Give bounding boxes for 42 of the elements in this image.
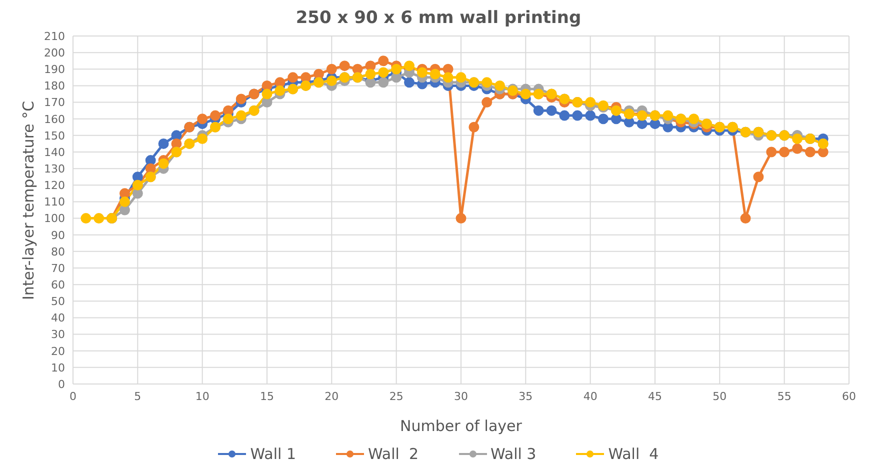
x-tick-label: 40	[583, 390, 598, 403]
y-tick-label: 30	[51, 328, 65, 342]
x-tick-label: 35	[518, 390, 533, 403]
y-tick-label: 150	[44, 129, 65, 142]
y-tick-label: 50	[51, 295, 65, 308]
y-tick-label: 0	[58, 378, 65, 391]
x-tick-label: 45	[648, 390, 662, 403]
x-tick-label: 55	[777, 390, 792, 403]
y-tick-label: 200	[44, 46, 65, 60]
x-axis-title: Number of layer	[400, 417, 523, 435]
x-tick-label: 60	[842, 390, 856, 403]
x-tick-label: 25	[389, 390, 404, 403]
x-tick-label: 0	[70, 390, 76, 403]
legend-label: Wall 2	[368, 445, 418, 463]
y-tick-label: 180	[44, 80, 65, 93]
y-tick-label: 120	[44, 179, 65, 192]
x-tick-label: 50	[712, 390, 727, 403]
y-tick-label: 130	[44, 162, 65, 176]
chart-title: 250 x 90 x 6 mm wall printing	[294, 8, 582, 28]
y-tick-label: 10	[51, 361, 65, 374]
legend-label: Wall 3	[490, 445, 536, 463]
x-tick-label: 30	[454, 390, 468, 403]
y-tick-label: 170	[44, 96, 65, 110]
x-tick-label: 15	[260, 390, 274, 403]
y-tick-label: 160	[44, 112, 65, 126]
y-tick-label: 60	[51, 278, 65, 292]
x-tick-label: 10	[195, 390, 210, 403]
y-tick-label: 210	[44, 30, 65, 43]
y-tick-label: 110	[44, 196, 65, 209]
y-tick-label: 70	[51, 262, 65, 275]
y-tick-label: 140	[44, 146, 65, 159]
y-tick-label: 100	[44, 212, 65, 226]
y-tick-label: 190	[44, 63, 65, 76]
legend-label: Wall 1	[250, 445, 296, 463]
y-tick-label: 20	[51, 344, 65, 358]
y-tick-label: 80	[51, 245, 65, 258]
y-tick-label: 90	[51, 228, 65, 242]
legend-label: Wall 4	[608, 445, 659, 463]
x-tick-label: 20	[324, 390, 339, 403]
x-tick-label: 5	[134, 390, 142, 403]
y-tick-label: 40	[51, 312, 65, 325]
y-axis-title: Inter-layer temperature °C	[19, 100, 38, 300]
